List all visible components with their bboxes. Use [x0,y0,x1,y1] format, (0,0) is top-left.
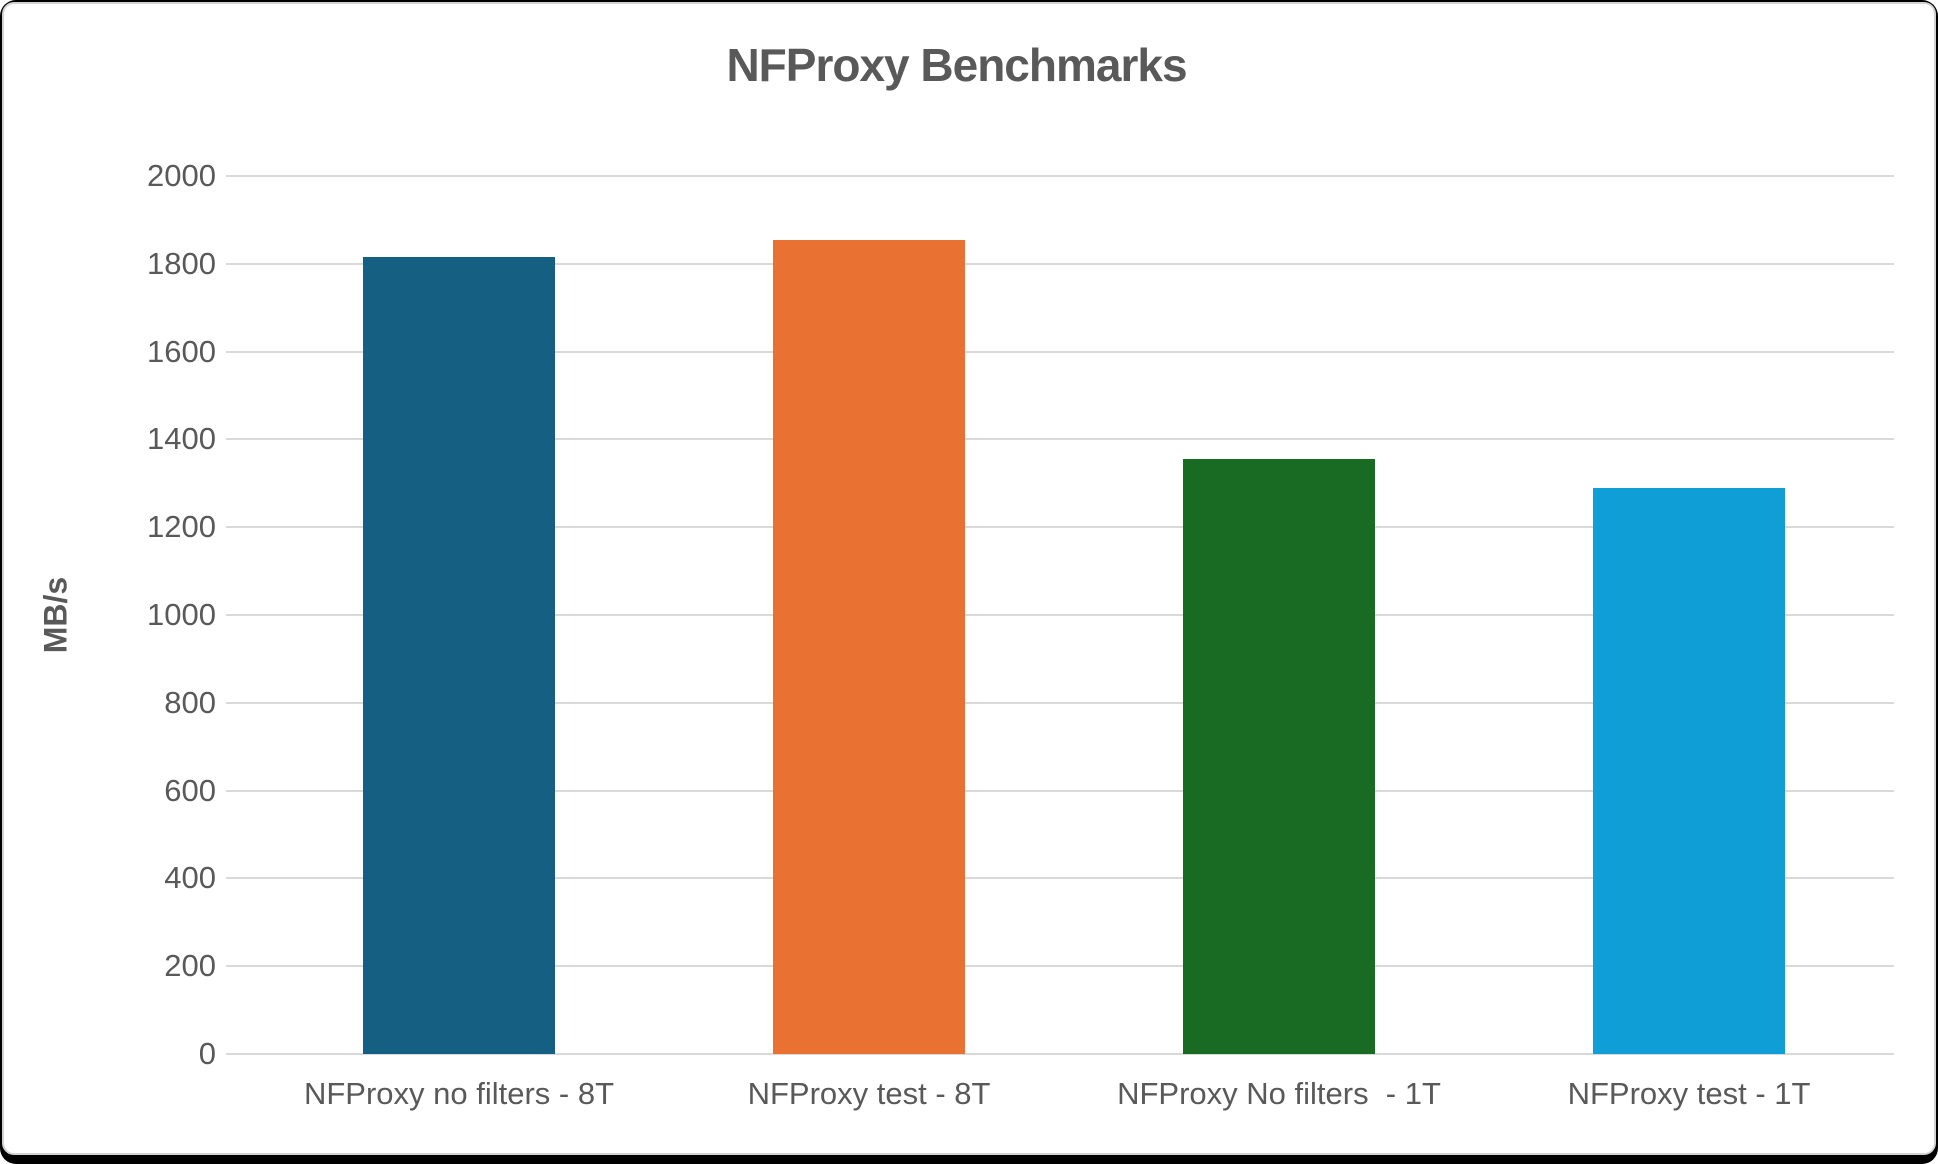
y-tick-mark [226,614,254,616]
y-tick-label: 1200 [147,509,216,545]
y-tick-label: 1800 [147,245,216,281]
y-tick-label: 600 [164,772,216,808]
y-tick-mark [226,350,254,353]
y-tick-mark [226,526,254,529]
y-tick-label: 1600 [147,333,216,369]
y-tick-label: 1400 [147,421,216,457]
y-tick-label: 800 [164,684,216,720]
y-tick-mark [226,438,254,441]
gridline [254,965,1894,968]
y-tick-label: 0 [198,1036,216,1071]
chart-title: NFProxy Benchmarks [726,39,1187,91]
gridline [254,877,1894,880]
x-axis-labels: NFProxy no filters - 8T NFProxy test - 8T… [254,1076,1894,1126]
x-category-label: NFProxy no filters - 8T [303,1076,615,1111]
x-category-label: NFProxy No filters - 1T [1117,1076,1441,1111]
gridline [254,350,1894,353]
gridline [254,1053,1894,1055]
y-tick-label: 1000 [147,597,216,632]
y-tick-mark [226,789,254,792]
y-tick-mark [226,965,254,968]
bar-3 [1183,459,1375,1054]
y-tick-mark [226,1053,254,1055]
bar-4 [1593,487,1785,1054]
y-tick-label: 200 [164,948,216,984]
gridline [254,175,1894,177]
y-tick-label: 2000 [147,158,216,193]
gridline [254,701,1894,704]
x-category-label: NFProxy test - 1T [1567,1076,1811,1111]
x-category-label: NFProxy test - 8T [747,1076,991,1111]
y-tick-mark [226,262,254,265]
y-tick-mark [226,175,254,177]
bar-2 [773,239,965,1054]
y-tick-mark [226,877,254,880]
y-tick-label: 400 [164,860,216,896]
gridline [254,438,1894,441]
y-tick-mark [226,701,254,704]
bar-1 [363,257,555,1054]
gridline [254,614,1894,616]
gridline [254,262,1894,265]
plot-area [254,175,1894,1055]
gridline [254,526,1894,529]
gridline [254,789,1894,792]
